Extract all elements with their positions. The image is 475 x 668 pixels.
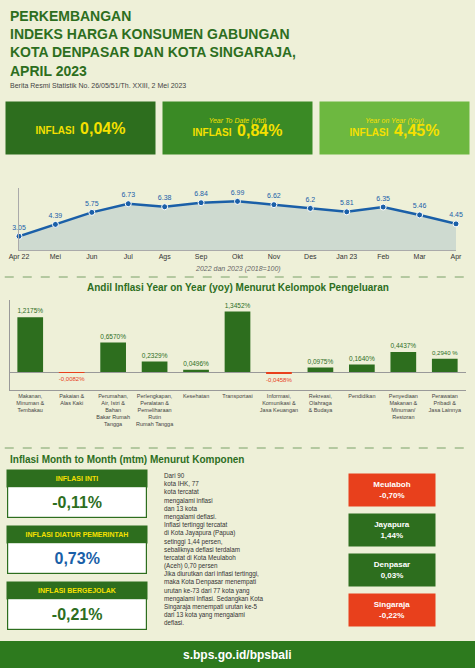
svg-text:PerawatanPribadi &Jasa Lainnya: PerawatanPribadi &Jasa Lainnya — [429, 393, 462, 413]
svg-text:Jan 23: Jan 23 — [336, 253, 357, 260]
svg-text:PenyediaanMakanan &Minuman/Res: PenyediaanMakanan &Minuman/Restoran — [389, 393, 418, 420]
svg-text:s.bps.go.id/bpsbali: s.bps.go.id/bpsbali — [183, 648, 292, 662]
svg-text:INFLASI INTI: INFLASI INTI — [56, 475, 98, 482]
svg-text:Perlengkapan,Peralatan &Pemeli: Perlengkapan,Peralatan &PemeliharaanRuti… — [136, 393, 174, 428]
svg-text:Informasi,Komunikasi &Jasa Keu: Informasi,Komunikasi &Jasa Keuangan — [260, 393, 298, 413]
svg-text:4.45: 4.45 — [449, 211, 463, 218]
svg-text:INFLASI BERGEJOLAK: INFLASI BERGEJOLAK — [38, 587, 116, 594]
svg-text:Perumahan,Air, Istri &BahanBak: Perumahan,Air, Istri &BahanBakar RumahTa… — [96, 393, 130, 428]
svg-text:Jayapura1,44%: Jayapura1,44% — [374, 520, 410, 539]
svg-text:Ags: Ags — [159, 253, 172, 261]
svg-text:Makanan,Minuman &Tembakau: Makanan,Minuman &Tembakau — [16, 393, 44, 413]
svg-text:Mar: Mar — [414, 253, 427, 260]
svg-text:6.73: 6.73 — [121, 191, 135, 198]
svg-text:Kesehatan: Kesehatan — [183, 393, 209, 399]
svg-text:Pakaian &Alas Kaki: Pakaian &Alas Kaki — [59, 393, 84, 406]
svg-text:6.62: 6.62 — [267, 192, 281, 199]
svg-text:Mei: Mei — [50, 253, 62, 260]
svg-text:PERKEMBANGANINDEKS HARGA KONSU: PERKEMBANGANINDEKS HARGA KONSUMEN GABUNG… — [10, 8, 296, 79]
svg-text:Sep: Sep — [195, 253, 208, 261]
svg-text:Andil Inflasi Year on Year (yo: Andil Inflasi Year on Year (yoy) Menurut… — [87, 282, 389, 293]
svg-text:6.38: 6.38 — [158, 194, 172, 201]
svg-text:Apr: Apr — [451, 253, 463, 261]
svg-text:0,73%: 0,73% — [55, 550, 100, 567]
svg-text:0,0496%: 0,0496% — [183, 360, 209, 367]
svg-text:0,1640%: 0,1640% — [349, 355, 375, 362]
svg-text:6.35: 6.35 — [376, 195, 390, 202]
svg-text:Jun: Jun — [86, 253, 97, 260]
svg-text:Dari 90kota IHK, 77kota tercat: Dari 90kota IHK, 77kota tercatatmengalam… — [164, 472, 264, 626]
svg-text:6.2: 6.2 — [305, 196, 315, 203]
svg-text:-0,11%: -0,11% — [52, 494, 102, 511]
svg-text:Transportasi: Transportasi — [222, 393, 252, 399]
svg-text:Singaraja-0,22%: Singaraja-0,22% — [374, 600, 411, 619]
svg-text:Apr 22: Apr 22 — [9, 253, 30, 261]
svg-text:5.46: 5.46 — [413, 202, 427, 209]
svg-text:5.81: 5.81 — [340, 199, 354, 206]
svg-text:Feb: Feb — [377, 253, 389, 260]
svg-text:Nov: Nov — [268, 253, 281, 260]
svg-text:-0,0458%: -0,0458% — [266, 377, 292, 383]
svg-text:6.99: 6.99 — [231, 189, 245, 196]
svg-text:INFLASI 0,04%: INFLASI 0,04% — [36, 120, 126, 137]
svg-text:2022 dan 2023 (2018=100): 2022 dan 2023 (2018=100) — [195, 265, 281, 273]
svg-text:Des: Des — [304, 253, 317, 260]
svg-text:0,6570%: 0,6570% — [100, 333, 126, 340]
svg-text:Okt: Okt — [232, 253, 243, 260]
svg-text:Jul: Jul — [124, 253, 133, 260]
svg-text:Meulaboh-0,70%: Meulaboh-0,70% — [373, 480, 410, 499]
svg-text:4.39: 4.39 — [49, 212, 63, 219]
svg-text:Denpasar0,03%: Denpasar0,03% — [374, 560, 410, 579]
svg-text:Year To Date (Ytd)INFLASI 0,8: Year To Date (Ytd)INFLASI 0,84% — [193, 117, 283, 139]
svg-text:0,2940 %: 0,2940 % — [432, 350, 458, 356]
svg-text:0,0975%: 0,0975% — [308, 358, 334, 365]
svg-text:0,2329%: 0,2329% — [142, 352, 168, 359]
svg-text:6.84: 6.84 — [194, 190, 208, 197]
svg-text:Year on Year (Yoy)INFLASI 4,4: Year on Year (Yoy)INFLASI 4,45% — [350, 117, 440, 139]
svg-text:1,3452%: 1,3452% — [225, 302, 251, 309]
svg-text:Pendidikan: Pendidikan — [348, 393, 375, 399]
svg-text:Rekreasi,Olahraga& Budaya: Rekreasi,Olahraga& Budaya — [308, 393, 333, 413]
svg-text:5.75: 5.75 — [85, 200, 99, 207]
svg-text:-0,0082%: -0,0082% — [59, 376, 85, 382]
svg-text:0,4437%: 0,4437% — [390, 342, 416, 349]
svg-text:Inflasi Month to Month (mtm) M: Inflasi Month to Month (mtm) Menurut Kom… — [10, 454, 244, 465]
svg-text:3.05: 3.05 — [12, 224, 26, 231]
svg-text:-0,21%: -0,21% — [52, 606, 103, 623]
svg-text:INFLASI DIATUR PEMERINTAH: INFLASI DIATUR PEMERINTAH — [26, 531, 129, 538]
svg-text:Berita Resmi Statistik No. 26/: Berita Resmi Statistik No. 26/05/51/Th. … — [10, 82, 186, 89]
svg-text:1,2175%: 1,2175% — [17, 307, 43, 314]
